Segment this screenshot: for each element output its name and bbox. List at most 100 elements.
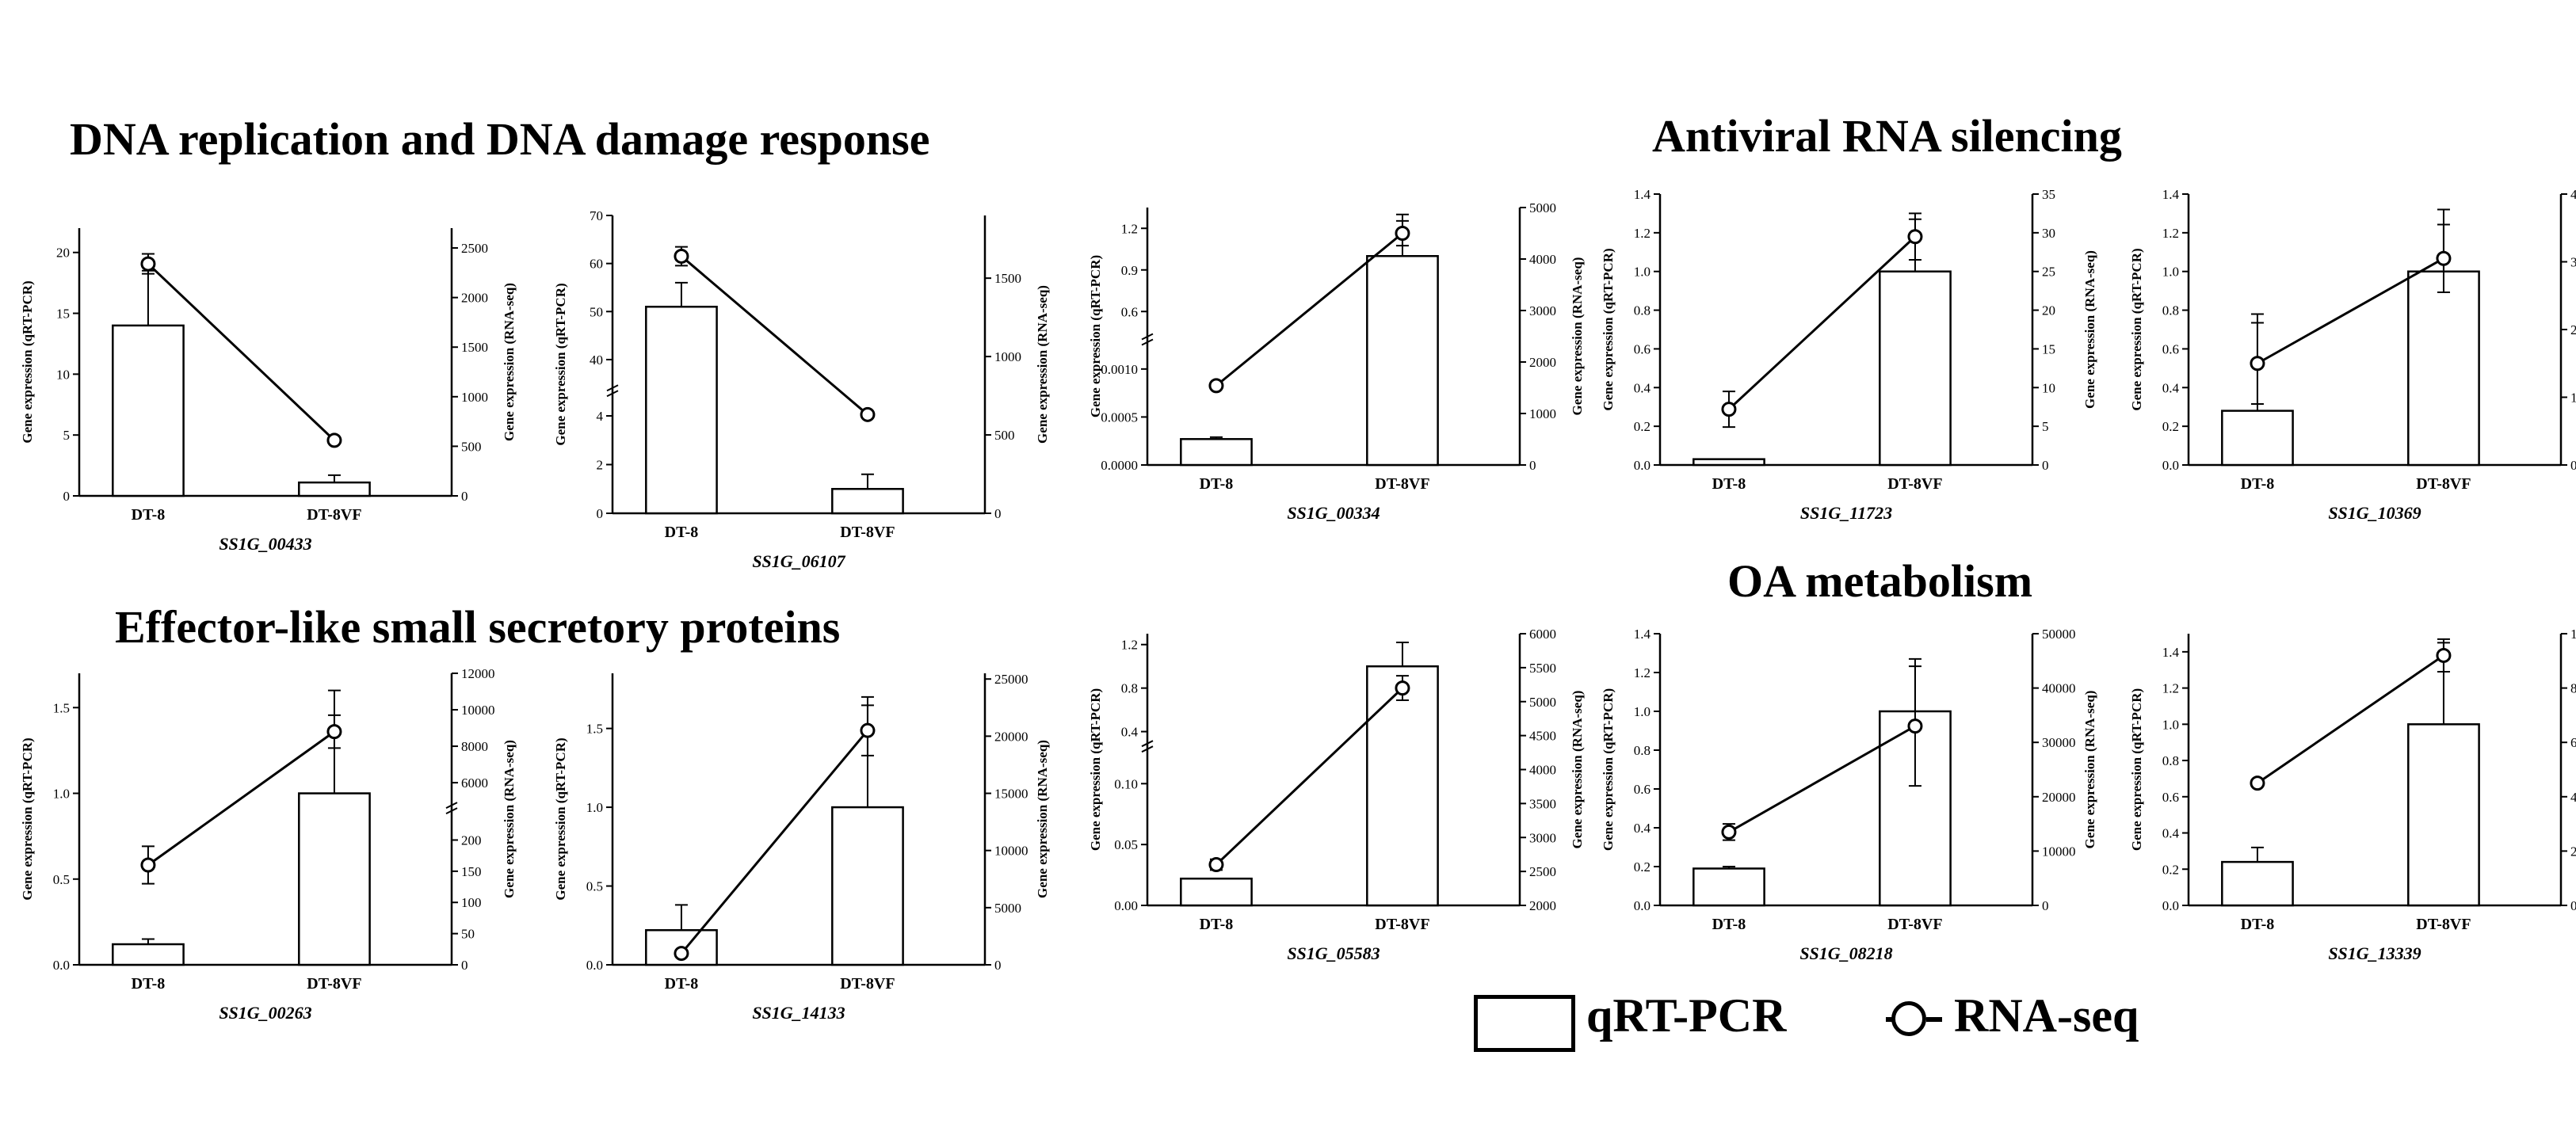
rna-seq-line [1215, 687, 1403, 866]
rna-seq-point [1721, 402, 1737, 417]
right-axis-title: Gene expression (RNA-seq) [502, 283, 517, 441]
right-tick-label: 10000 [994, 844, 1028, 859]
right-tick-label: 100 [461, 895, 482, 910]
legend-circle-marker [1891, 1001, 1926, 1036]
gene-name-label: SS1G_05583 [1287, 943, 1380, 963]
left-tick-label: 0 [597, 506, 604, 521]
left-tick-label: 0.2 [1634, 859, 1651, 875]
qrt-bar [1366, 255, 1439, 467]
x-category-label: DT-8 [665, 975, 699, 993]
chart-SS1G_00263: 0.0 0.5 1.0 1.5 0 50 100 150 200 6000 8000 10000 120… [20, 666, 517, 1023]
gene-name-label: SS1G_06107 [752, 551, 845, 571]
axis-break-mark [1141, 745, 1154, 753]
right-tick-label: 1000 [461, 390, 488, 405]
left-tick-label: 15 [56, 307, 70, 322]
left-tick-label: 0.4 [2162, 380, 2180, 395]
axis-break-mark [606, 384, 619, 392]
rna-seq-line [1728, 725, 1916, 833]
right-tick-label: 0 [994, 958, 1002, 973]
left-tick-label: 1.4 [1634, 627, 1651, 642]
left-tick-label: 1.2 [2162, 681, 2179, 696]
axis-break-mark [1141, 740, 1154, 748]
right-tick-label: 20 [2042, 303, 2055, 318]
x-category-label: DT-8 [2241, 475, 2275, 493]
left-axis-title: Gene expression (qRT-PCR) [20, 280, 35, 443]
right-tick-label: 35 [2042, 187, 2055, 202]
gene-name-label: SS1G_13339 [2328, 943, 2421, 963]
rna-seq-line [1215, 232, 1403, 387]
left-tick-label: 1.2 [1121, 638, 1138, 653]
left-axis-title: Gene expression (qRT-PCR) [1601, 248, 1616, 410]
left-tick-label: 0.0000 [1101, 458, 1138, 473]
title-antiviral-rna-silencing: Antiviral RNA silencing [1652, 110, 2122, 162]
left-tick-label: 0.5 [53, 872, 70, 887]
left-tick-label: 0.2 [1634, 419, 1651, 434]
right-tick-label: 500 [994, 428, 1015, 443]
right-axis-title: Gene expression (RNA-seq) [1035, 285, 1050, 444]
rna-seq-point [674, 248, 689, 264]
right-tick-label: 150 [461, 864, 482, 879]
left-tick-label: 40 [590, 352, 603, 368]
left-tick-label: 0.0010 [1101, 362, 1138, 377]
right-tick-label: 4000 [1529, 763, 1556, 778]
left-tick-label: 1.2 [2162, 226, 2179, 241]
chart-SS1G_10369: 0.0 0.2 0.4 0.6 0.8 1.0 1.2 1.4 0 10 20 30 40 DT-8 DT-… [2129, 187, 2576, 523]
legend: qRT-PCR RNA-seq [1474, 989, 2266, 1068]
gene-name-label: SS1G_08218 [1799, 943, 1892, 963]
x-category-label: DT-8VF [2416, 916, 2471, 933]
rna-seq-point [1907, 718, 1923, 734]
legend-bar-swatch [1474, 995, 1575, 1052]
right-tick-label: 6000 [461, 775, 488, 791]
left-tick-label: 0.05 [1114, 837, 1138, 852]
left-axis-title: Gene expression (qRT-PCR) [2129, 248, 2144, 410]
qrt-bar [1693, 458, 1765, 467]
right-tick-label: 30 [2042, 226, 2055, 241]
right-tick-label: 5000 [1529, 200, 1556, 215]
left-tick-label: 4 [597, 409, 604, 424]
qrt-bar [645, 305, 718, 515]
left-tick-label: 1.4 [2162, 187, 2180, 202]
left-axis-title: Gene expression (qRT-PCR) [553, 283, 568, 445]
left-tick-label: 0.6 [1121, 304, 1138, 319]
title-effector-proteins: Effector-like small secretory proteins [115, 601, 841, 653]
right-tick-label: 1000 [1529, 406, 1556, 421]
left-tick-label: 1.0 [586, 800, 603, 815]
right-tick-label: 0 [1529, 458, 1536, 473]
x-category-label: DT-8 [132, 975, 166, 993]
left-tick-label: 1.0 [1634, 704, 1651, 719]
left-tick-label: 0.0 [2162, 898, 2179, 913]
right-axis-title: Gene expression (RNA-seq) [1570, 257, 1585, 416]
x-category-label: DT-8 [1712, 916, 1746, 933]
left-tick-label: 0.6 [2162, 790, 2179, 805]
chart-SS1G_11723: 0.0 0.2 0.4 0.6 0.8 1.0 1.2 1.4 0 5 10 15 20 25 30 35 DT… [1601, 187, 2097, 523]
right-tick-label: 4500 [1529, 729, 1556, 744]
left-tick-label: 0.0 [1634, 898, 1651, 913]
title-dna-replication: DNA replication and DNA damage response [70, 113, 930, 165]
rna-seq-point [1721, 824, 1737, 840]
x-category-label: DT-8VF [1375, 475, 1429, 493]
qrt-bar [831, 488, 904, 515]
left-tick-label: 1.0 [2162, 265, 2179, 280]
left-tick-label: 0.8 [2162, 303, 2179, 318]
chart-SS1G_13339: 0.0 0.2 0.4 0.6 0.8 1.0 1.2 1.4 0 2000 4000 6000 800… [2129, 627, 2576, 963]
left-tick-label: 1.4 [2162, 645, 2180, 660]
right-tick-label: 30000 [2042, 735, 2076, 750]
rna-seq-point [140, 857, 156, 873]
qrt-bar [298, 481, 371, 497]
rna-seq-point [860, 722, 876, 738]
left-tick-label: 0.8 [1634, 303, 1651, 318]
left-tick-label: 0.8 [2162, 753, 2179, 768]
left-axis-title: Gene expression (qRT-PCR) [1088, 688, 1103, 851]
right-tick-label: 0 [461, 958, 468, 973]
left-tick-label: 2 [597, 458, 604, 473]
x-category-label: DT-8VF [1375, 916, 1429, 933]
left-tick-label: 0 [63, 489, 71, 504]
left-tick-label: 0.2 [2162, 862, 2179, 877]
left-tick-label: 1.5 [586, 722, 603, 737]
rna-seq-line [1727, 235, 1916, 410]
right-axis-title: Gene expression (RNA-seq) [2082, 250, 2097, 409]
right-axis-title: Gene expression (RNA-seq) [2082, 691, 2097, 849]
axis-break-mark [1141, 333, 1154, 341]
title-oa-metabolism: OA metabolism [1727, 555, 2033, 607]
right-tick-label: 5 [2042, 419, 2049, 434]
